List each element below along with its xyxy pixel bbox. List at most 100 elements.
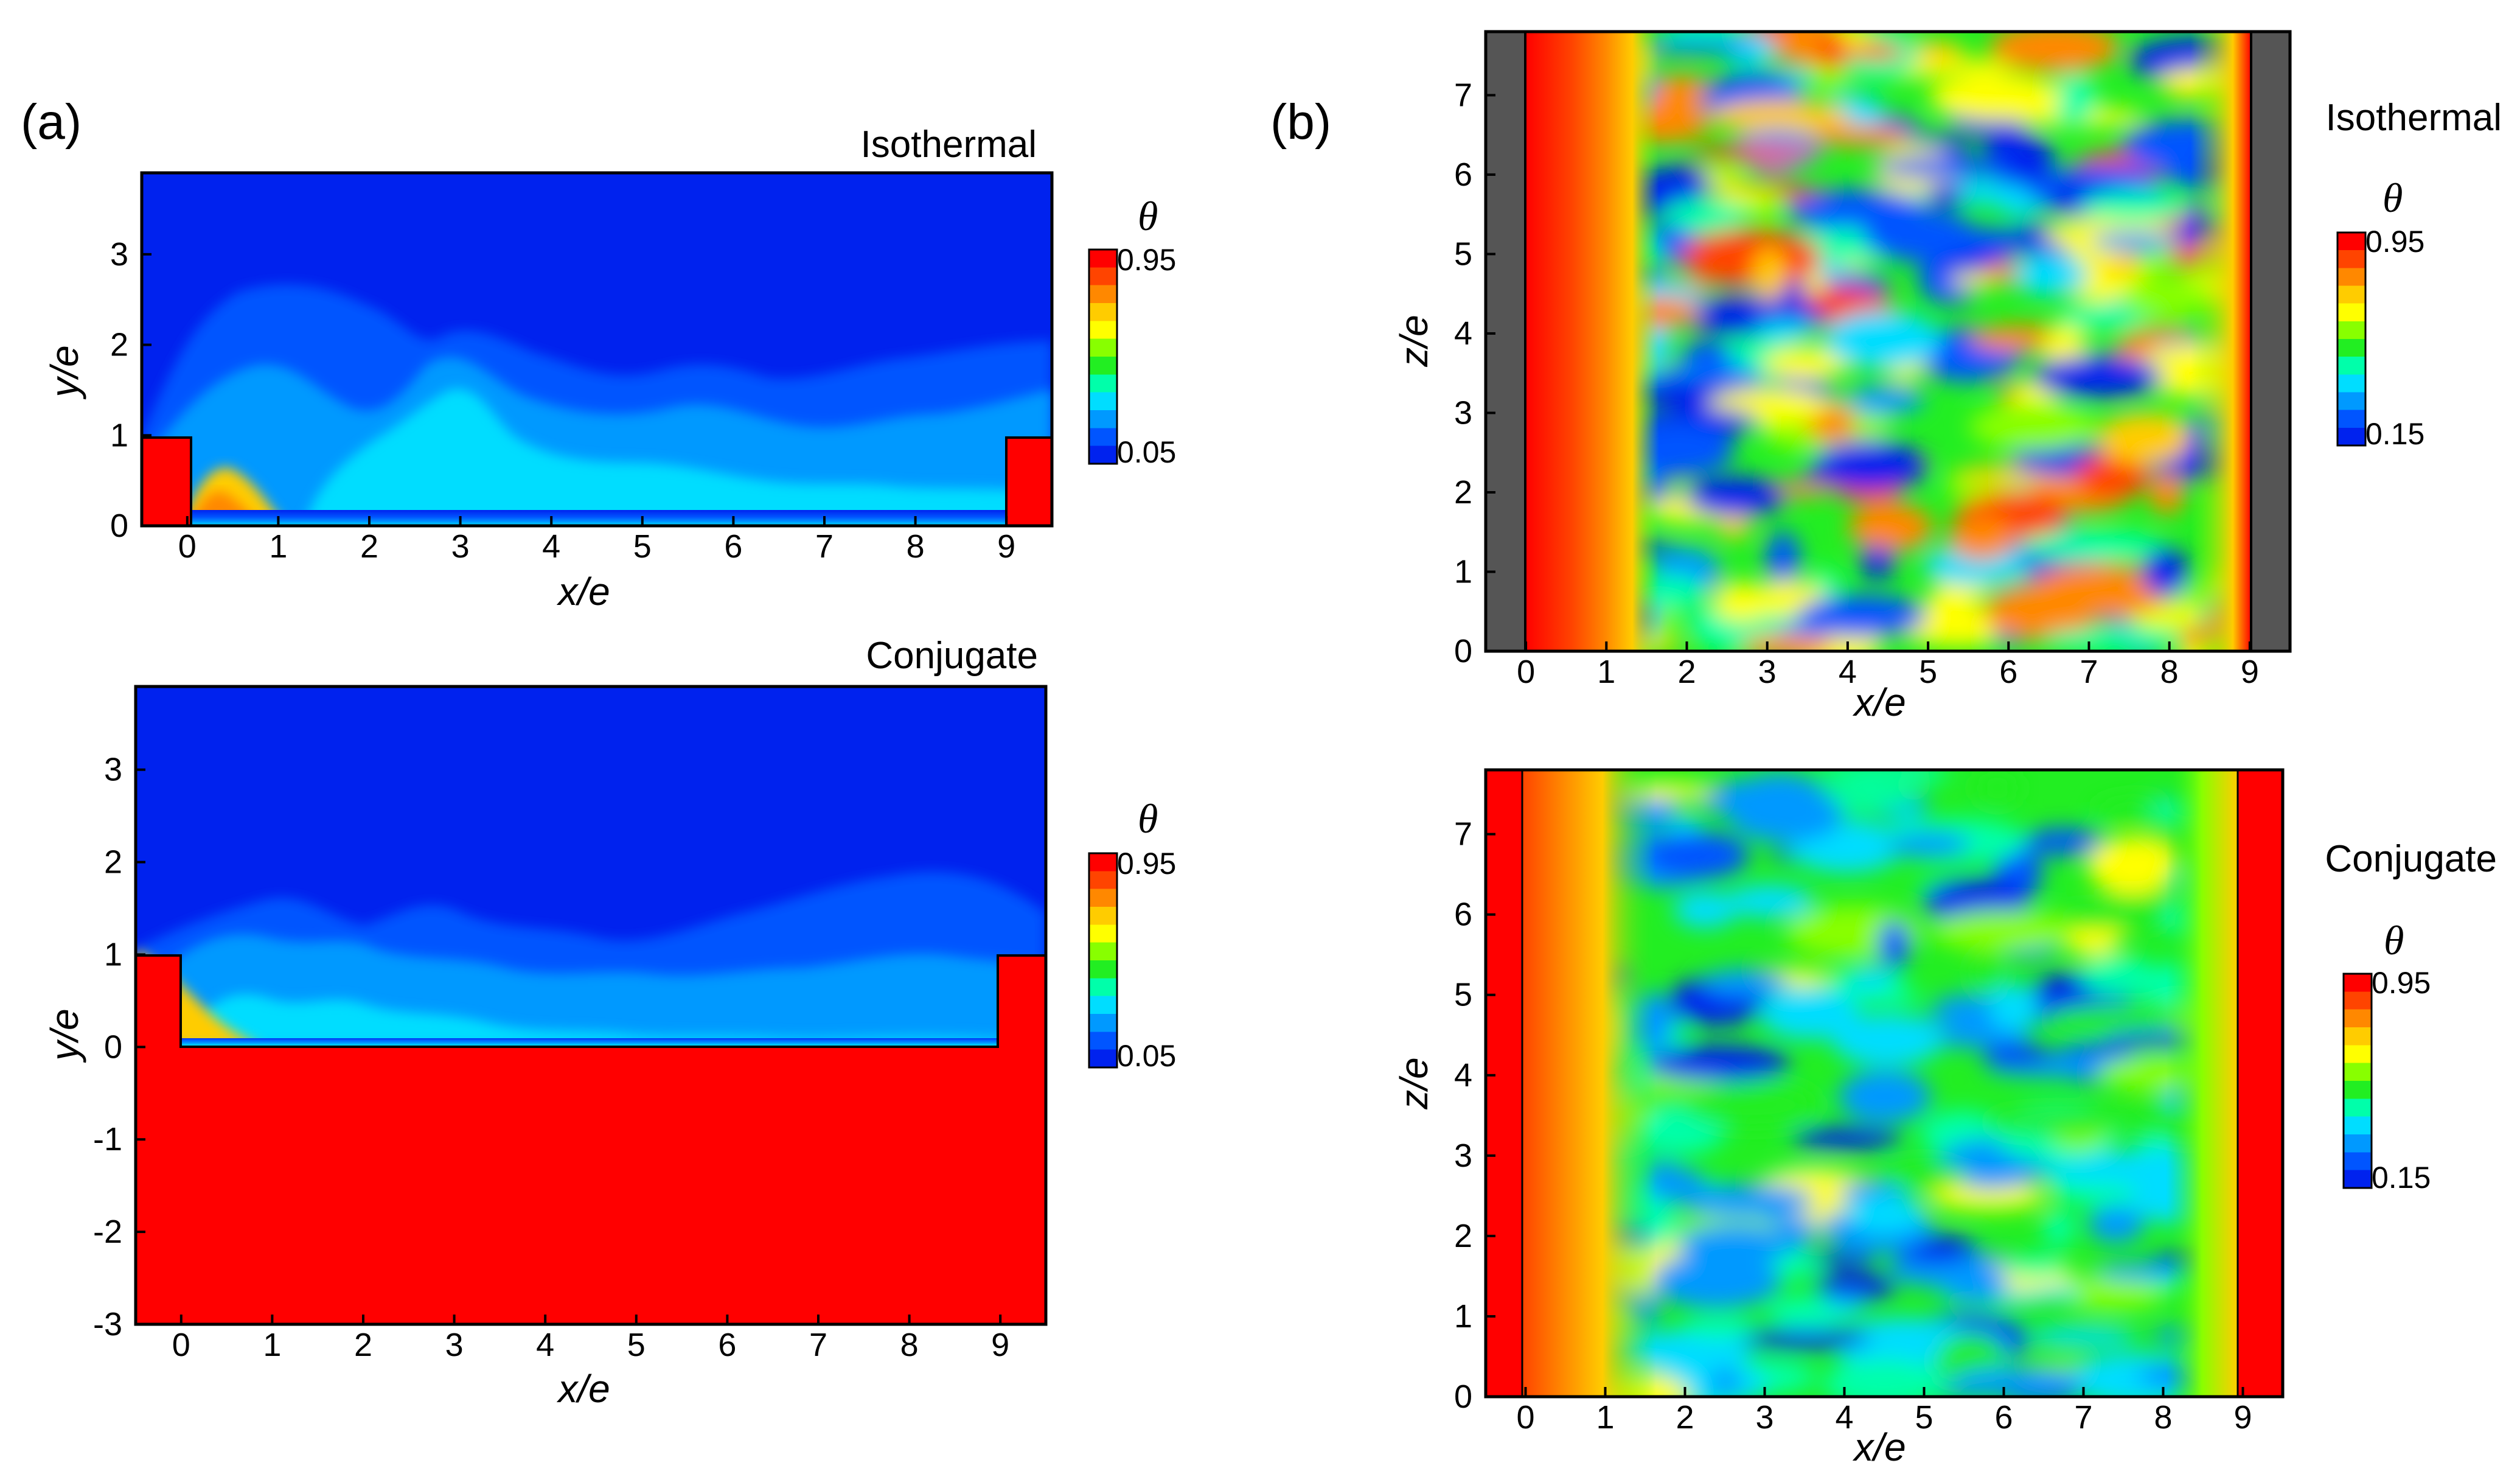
contour-blob: [1797, 595, 1927, 638]
x-tick-label: 9: [2233, 1399, 2252, 1436]
contour-blob: [2005, 1255, 2069, 1277]
panel-label-a: (a): [21, 94, 82, 150]
contour-blob: [1968, 402, 2097, 452]
x-tick-label: 7: [809, 1327, 827, 1363]
y-tick-label: 6: [1454, 896, 1472, 933]
contour-blob: [1923, 545, 2029, 586]
contour-blob: [1645, 1045, 1791, 1081]
contour-blob: [1929, 72, 2061, 121]
y-tick-label: 1: [1454, 1298, 1472, 1335]
contour-blob: [1823, 310, 1941, 369]
contour-blob: [1812, 441, 1927, 491]
contour-blob: [1848, 43, 1906, 60]
colorbar-max-label: 0.95: [1117, 243, 1176, 277]
x-tick-label: 8: [900, 1327, 919, 1363]
contour-field: [1486, 32, 2290, 651]
y-axis-label: z/e: [1392, 1057, 1436, 1109]
rib-left: [142, 436, 192, 526]
colorbar-min-label: 0.05: [1117, 435, 1176, 469]
colorbar-title: θ: [1138, 795, 1158, 842]
contour-blob: [1845, 1195, 1926, 1233]
contour-blob: [2031, 355, 2163, 398]
contour-blob: [2087, 1205, 2145, 1243]
y-tick-label: 1: [110, 417, 128, 453]
x-tick-label: 7: [815, 528, 834, 565]
contour-blob: [1926, 183, 1964, 208]
y-tick-label: 3: [104, 752, 122, 788]
y-tick-label: 2: [1454, 1218, 1472, 1254]
rib-right: [1005, 436, 1052, 526]
x-tick-label: 7: [2074, 1399, 2092, 1436]
y-tick-label: 2: [110, 327, 128, 363]
contour-blob: [1863, 209, 1979, 262]
chart-a-isothermal: Isothermal 0 1 2 3 4 5 6 7 8 9 0 1 2 3: [110, 124, 1054, 565]
y-tick-label: 4: [1454, 315, 1472, 352]
contour-blob: [1817, 37, 1850, 69]
contour-blob: [1755, 321, 1815, 341]
contour-blob: [2023, 828, 2104, 856]
contour-blob: [2097, 413, 2190, 464]
contour-blob: [1846, 385, 1925, 414]
contour-blob: [1815, 770, 1951, 785]
contour-blob: [2028, 1327, 2138, 1347]
panel-label-b: (b): [1270, 94, 1331, 150]
x-tick-label: 7: [2080, 654, 2098, 690]
contour-blob: [1989, 32, 2120, 72]
x-tick-label: 0: [1516, 1399, 1534, 1436]
x-tick-label: 6: [718, 1327, 736, 1363]
contour-blob: [1987, 984, 2039, 1030]
contour-blob: [1651, 1252, 1782, 1309]
chart-title: Conjugate: [2325, 838, 2497, 880]
colorbar-title: θ: [2383, 175, 2403, 221]
x-tick-label: 4: [1839, 654, 1857, 690]
solid-left: [1486, 770, 1522, 1397]
contour-blob: [1725, 884, 1814, 918]
y-tick-label: 7: [1454, 77, 1472, 113]
contour-blob: [1848, 503, 1933, 552]
chart-title: Isothermal: [861, 124, 1037, 166]
contour-field: [136, 686, 1046, 1324]
contour-blob: [2043, 1209, 2075, 1246]
y-tick-label: 0: [1454, 633, 1472, 669]
y-tick-label: 3: [110, 236, 128, 273]
x-tick-label: 0: [1517, 654, 1535, 690]
x-axis-label: x/e: [1852, 680, 1906, 724]
x-tick-label: 8: [907, 528, 925, 565]
x-tick-label: 3: [445, 1327, 464, 1363]
y-tick-label: 1: [1454, 553, 1472, 590]
y-axis-label: y/e: [43, 345, 86, 399]
colorbar-a-isothermal: θ 0.95 0.05: [1088, 193, 1176, 469]
contour-blob: [1825, 1299, 1867, 1315]
x-tick-label: 9: [2241, 654, 2259, 690]
colorbar-title: θ: [2384, 917, 2404, 963]
contour-blob: [1716, 189, 1770, 205]
contour-blob: [1680, 1184, 1815, 1217]
contour-blob: [1791, 1127, 1903, 1150]
x-tick-label: 5: [1915, 1399, 1933, 1436]
y-tick-label: -2: [93, 1214, 122, 1250]
contour-blob: [1741, 635, 1834, 651]
colorbar-max-label: 0.95: [1117, 847, 1176, 881]
x-tick-label: 2: [1676, 1399, 1694, 1436]
contour-blob: [2075, 453, 2151, 498]
contour-blob: [1886, 831, 1971, 857]
contour-blob: [1648, 874, 1682, 890]
colorbar-title: θ: [1138, 193, 1158, 239]
contour-blob: [1838, 1070, 1932, 1123]
contour-blob: [1677, 1224, 1793, 1265]
y-tick-label: 4: [1454, 1057, 1472, 1094]
contour-blob: [2045, 1005, 2187, 1033]
x-tick-label: 8: [2160, 654, 2179, 690]
contour-blob: [2080, 955, 2156, 995]
x-tick-label: 4: [536, 1327, 554, 1363]
colorbar-min-label: 0.05: [1117, 1039, 1176, 1073]
x-axis-label: x/e: [556, 1367, 610, 1411]
colorbar-min-label: 0.15: [2372, 1161, 2431, 1195]
colorbar-b-isothermal: θ 0.95 0.15: [2336, 175, 2424, 451]
contour-blob: [1652, 75, 1711, 107]
contour-blob: [1665, 199, 1748, 232]
contour-blob: [1646, 164, 1711, 203]
contour-blob: [1709, 100, 1851, 134]
contour-blob: [1980, 1045, 2053, 1064]
x-tick-label: 0: [172, 1327, 190, 1363]
